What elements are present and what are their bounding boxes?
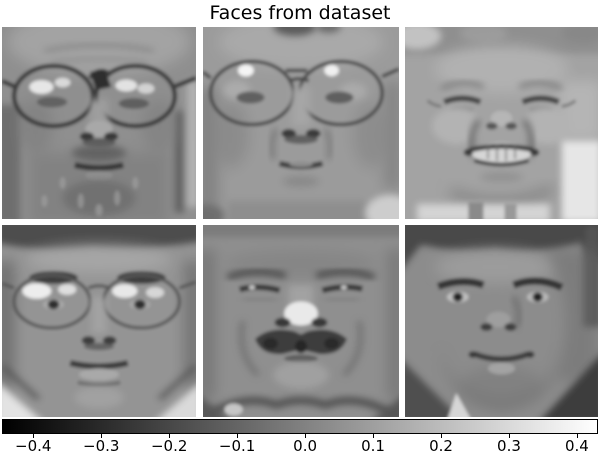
colorbar-tick-mark <box>101 434 103 438</box>
colorbar-tick-mark <box>237 434 239 438</box>
colorbar-tick-label: 0.0 <box>293 437 318 455</box>
face-image-top-middle <box>203 27 399 219</box>
colorbar-axis: −0.4 −0.3 −0.2 −0.1 0.0 0.1 0.2 0.3 0.4 <box>2 434 598 459</box>
colorbar-tick-label: −0.3 <box>83 437 120 455</box>
colorbar-tick-label: 0.1 <box>361 437 385 455</box>
face-svg <box>203 27 399 219</box>
face-svg <box>2 27 196 219</box>
colorbar-tick-mark <box>169 434 171 438</box>
face-image-bottom-middle <box>203 225 399 417</box>
colorbar-tick-label: −0.2 <box>150 437 188 455</box>
colorbar-tick-mark <box>441 434 442 438</box>
colorbar-gradient <box>2 419 598 434</box>
face-image-bottom-left <box>2 225 196 417</box>
face-svg <box>405 27 598 219</box>
colorbar-tick-label: 0.3 <box>497 437 521 455</box>
colorbar-tick-mark <box>576 434 578 438</box>
colorbar-tick-mark <box>373 434 375 438</box>
colorbar-tick-label: 0.2 <box>429 437 453 455</box>
colorbar-tick-mark <box>33 434 35 438</box>
face-svg <box>2 225 196 417</box>
face-image-bottom-right <box>405 225 598 417</box>
face-svg <box>203 225 399 417</box>
colorbar-tick-label: 0.4 <box>564 437 589 455</box>
figure-title: Faces from dataset <box>209 2 391 24</box>
colorbar-tick-mark <box>508 434 510 438</box>
colorbar-tick-label: −0.1 <box>218 437 256 455</box>
face-image-top-right <box>405 27 598 219</box>
colorbar-tick-mark <box>305 434 307 438</box>
face-svg <box>405 225 598 417</box>
face-image-top-left <box>2 27 196 219</box>
colorbar-tick-label: −0.4 <box>15 437 52 455</box>
